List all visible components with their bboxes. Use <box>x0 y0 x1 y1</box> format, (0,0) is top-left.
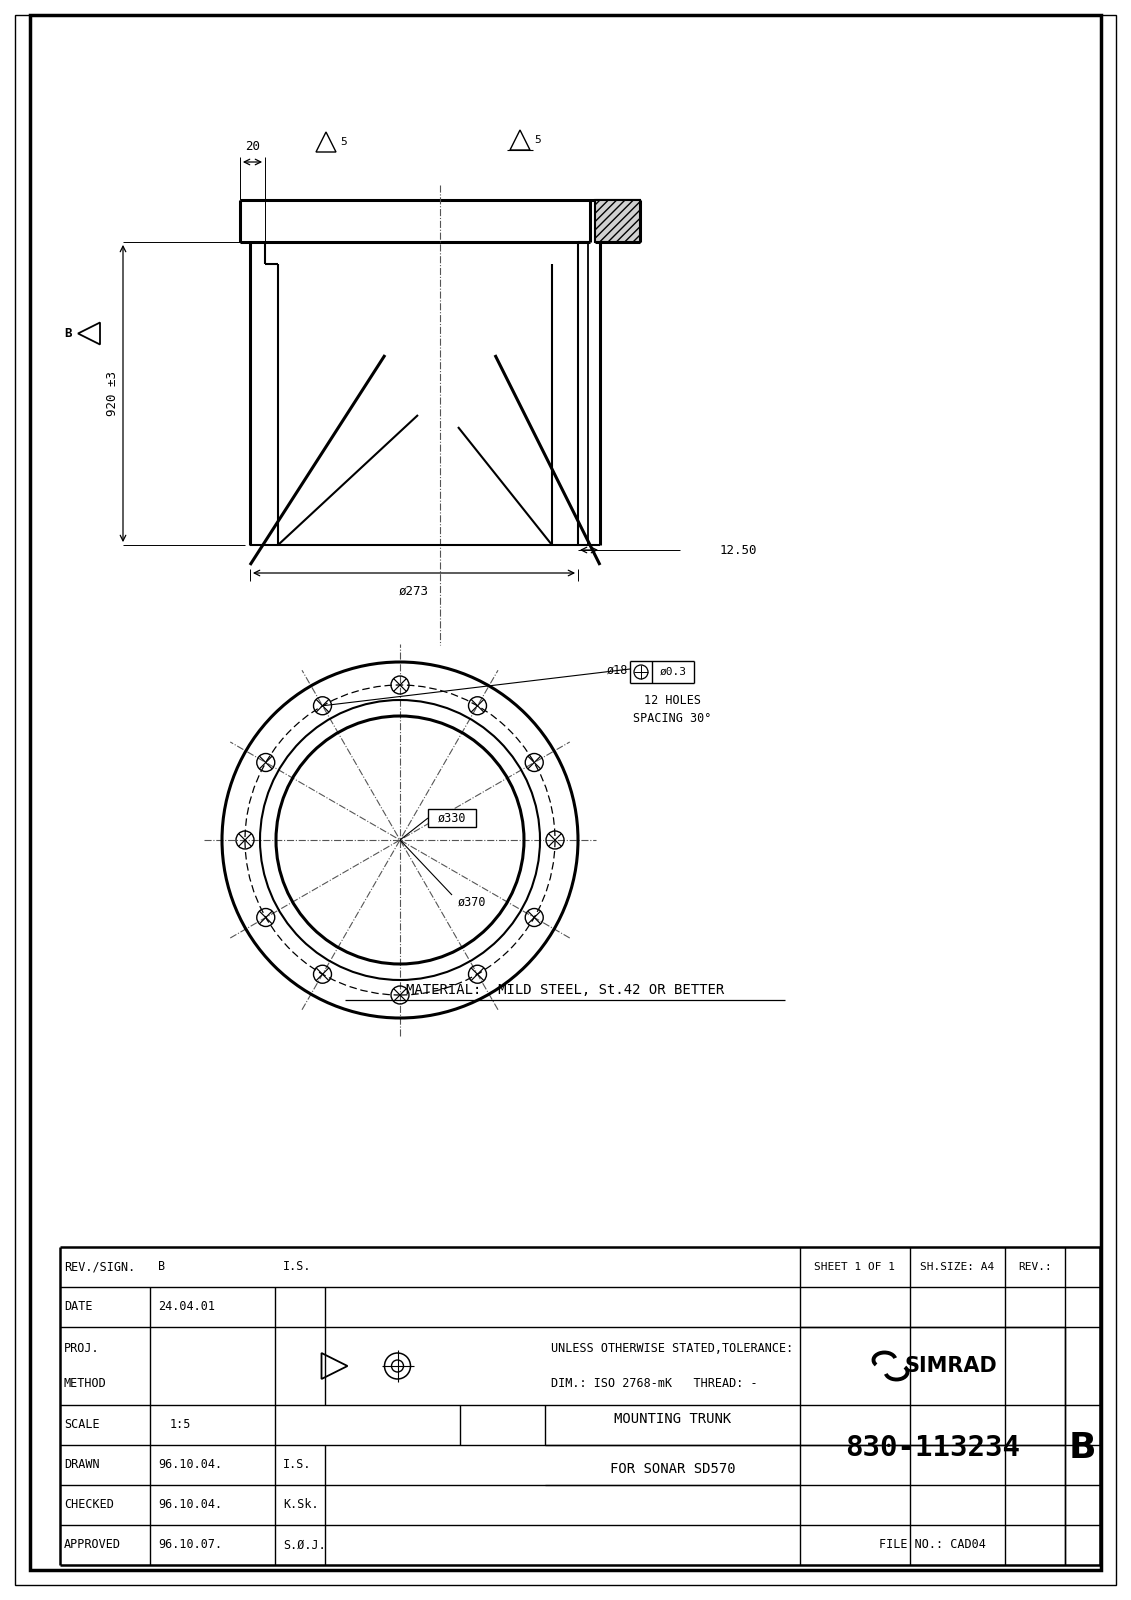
Text: 5: 5 <box>340 138 347 147</box>
Text: MOUNTING TRUNK: MOUNTING TRUNK <box>614 1411 731 1426</box>
Text: B: B <box>64 326 71 341</box>
Text: DRAWN: DRAWN <box>64 1459 100 1472</box>
Text: METHOD: METHOD <box>64 1376 106 1390</box>
Text: ø370: ø370 <box>458 896 486 909</box>
Bar <box>595 200 640 242</box>
Text: PROJ.: PROJ. <box>64 1342 100 1355</box>
Text: DATE: DATE <box>64 1301 93 1314</box>
Text: MATERIAL:  MILD STEEL, St.42 OR BETTER: MATERIAL: MILD STEEL, St.42 OR BETTER <box>406 982 724 997</box>
Text: APPROVED: APPROVED <box>64 1539 121 1552</box>
Text: 20: 20 <box>245 139 260 152</box>
Text: REV.:: REV.: <box>1018 1262 1052 1272</box>
Text: CHECKED: CHECKED <box>64 1499 114 1512</box>
Text: SHEET 1 OF 1: SHEET 1 OF 1 <box>814 1262 896 1272</box>
Text: SIMRAD: SIMRAD <box>904 1357 996 1376</box>
Text: B: B <box>158 1261 165 1274</box>
Text: B: B <box>1069 1430 1096 1466</box>
Text: FOR SONAR SD570: FOR SONAR SD570 <box>610 1462 735 1475</box>
Text: UNLESS OTHERWISE STATED,TOLERANCE:: UNLESS OTHERWISE STATED,TOLERANCE: <box>551 1342 793 1355</box>
Text: S.Ø.J.: S.Ø.J. <box>283 1539 326 1552</box>
Text: 5: 5 <box>534 134 541 146</box>
Bar <box>428 810 476 827</box>
Text: SCALE: SCALE <box>64 1419 100 1432</box>
Text: 96.10.07.: 96.10.07. <box>158 1539 222 1552</box>
Text: ø18: ø18 <box>606 664 628 677</box>
Text: REV./SIGN.: REV./SIGN. <box>64 1261 136 1274</box>
Text: 12.50: 12.50 <box>720 544 758 557</box>
Text: SH.SIZE: A4: SH.SIZE: A4 <box>921 1262 994 1272</box>
Text: 96.10.04.: 96.10.04. <box>158 1459 222 1472</box>
Text: SPACING 30°: SPACING 30° <box>633 712 711 725</box>
Text: 830-113234: 830-113234 <box>845 1434 1020 1462</box>
Text: I.S.: I.S. <box>283 1261 311 1274</box>
Text: K.Sk.: K.Sk. <box>283 1499 319 1512</box>
Text: I.S.: I.S. <box>283 1459 311 1472</box>
Text: 12 HOLES: 12 HOLES <box>644 693 700 707</box>
Text: ø273: ø273 <box>399 584 429 597</box>
Text: ø0.3: ø0.3 <box>659 667 687 677</box>
Text: FILE NO.: CAD04: FILE NO.: CAD04 <box>879 1539 986 1552</box>
Text: ø330: ø330 <box>438 811 466 824</box>
Text: 96.10.04.: 96.10.04. <box>158 1499 222 1512</box>
Text: 24.04.01: 24.04.01 <box>158 1301 215 1314</box>
Text: 920 ±3: 920 ±3 <box>106 371 120 416</box>
Text: DIM.: ISO 2768-mK   THREAD: -: DIM.: ISO 2768-mK THREAD: - <box>551 1376 758 1390</box>
Text: 1:5: 1:5 <box>170 1419 191 1432</box>
